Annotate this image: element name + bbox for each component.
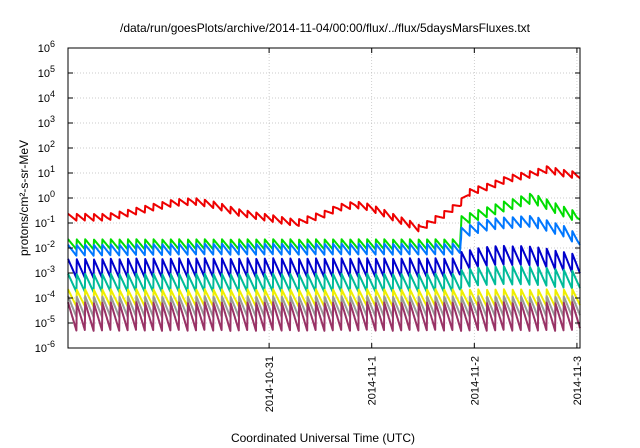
y-tick-label: 10-5 [35,314,55,330]
series-line [67,301,581,332]
x-tick-label: 2014-11-2 [469,356,481,405]
x-axis-label: Coordinated Universal Time (UTC) [231,431,415,445]
x-axis: 2014-10-31 2014-11-1 2014-11-2 2014-11-3 [264,48,584,412]
x-tick-label: 2014-10-31 [264,356,276,412]
x-tick-label: 2014-11-1 [367,356,379,405]
y-tick-label: 10-4 [35,289,55,305]
y-tick-label: 100 [38,189,55,205]
y-tick-label: 103 [38,114,55,130]
series-line [67,165,581,233]
series-line [67,215,581,257]
y-tick-label: 101 [38,164,55,180]
series-lines [67,165,581,332]
y-tick-label: 106 [38,39,55,55]
x-tick-label: 2014-11-3 [572,356,584,405]
y-tick-label: 10-3 [35,264,55,280]
y-axis-label: protons/cm²-s-sr-MeV [17,140,31,256]
y-tick-label: 104 [38,89,55,105]
y-tick-label: 10-2 [35,239,55,255]
y-tick-label: 10-1 [35,214,55,230]
y-tick-label: 105 [38,64,55,80]
y-tick-label: 10-6 [35,339,55,355]
y-tick-label: 102 [38,139,55,155]
chart-title: /data/run/goesPlots/archive/2014-11-04/0… [120,21,531,35]
y-axis: 10-6 10-5 10-4 10-3 10-2 10-1 100 101 102 103 104 1… [35,39,580,355]
